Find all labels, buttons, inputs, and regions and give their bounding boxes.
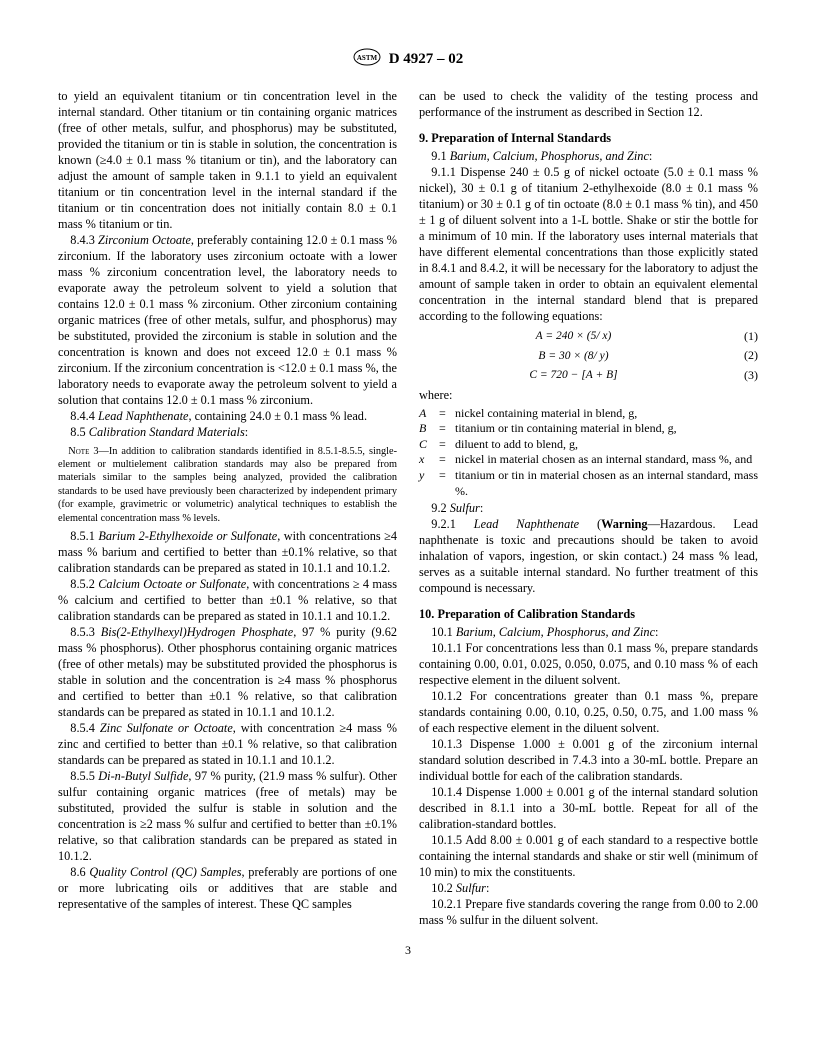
where-row-B: B=titanium or tin containing material in… [419, 421, 758, 437]
para-9-1-1: 9.1.1 Dispense 240 ± 0.5 g of nickel oct… [419, 165, 758, 325]
para-10-1-5: 10.1.5 Add 8.00 ± 0.001 g of each standa… [419, 833, 758, 881]
para-10-1-4: 10.1.4 Dispense 1.000 ± 0.001 g of the i… [419, 785, 758, 833]
page: ASTM D 4927 – 02 to yield an equivalent … [0, 0, 816, 998]
where-row-x: x=nickel in material chosen as an intern… [419, 452, 758, 468]
para-8-6-cont: can be used to check the validity of the… [419, 89, 758, 121]
para-10-2-1: 10.2.1 Prepare five standards covering t… [419, 897, 758, 929]
where-table: A=nickel containing material in blend, g… [419, 406, 758, 500]
para-9-2-1: 9.2.1 Lead Naphthenate (Warning—Hazardou… [419, 517, 758, 597]
where-row-y: y=titanium or tin in material chosen as … [419, 468, 758, 499]
page-number: 3 [58, 943, 758, 958]
para-10-1-2: 10.1.2 For concentrations greater than 0… [419, 689, 758, 737]
equation-1: A = 240 × (5/ x) (1) [419, 329, 758, 345]
equation-2: B = 30 × (8/ y) (2) [419, 348, 758, 364]
para-10-1: 10.1 Barium, Calcium, Phosphorus, and Zi… [419, 625, 758, 641]
equation-3: C = 720 − [A + B] (3) [419, 368, 758, 384]
para-8-5-1: 8.5.1 Barium 2-Ethylhexoide or Sulfonate… [58, 529, 397, 577]
para-8-5-2: 8.5.2 Calcium Octoate or Sulfonate, with… [58, 577, 397, 625]
para-8-4-3: 8.4.3 Zirconium Octoate, preferably cont… [58, 233, 397, 409]
para-9-2: 9.2 Sulfur: [419, 501, 758, 517]
para-8-5-3: 8.5.3 Bis(2-Ethylhexyl)Hydrogen Phosphat… [58, 625, 397, 721]
where-row-C: C=diluent to add to blend, g, [419, 437, 758, 453]
para-8-5-5: 8.5.5 Di-n-Butyl Sulfide, 97 % purity, (… [58, 769, 397, 865]
para-8-5: 8.5 Calibration Standard Materials: [58, 425, 397, 441]
para-8-4-4: 8.4.4 Lead Naphthenate, containing 24.0 … [58, 409, 397, 425]
where-row-A: A=nickel containing material in blend, g… [419, 406, 758, 422]
svg-text:ASTM: ASTM [357, 54, 378, 62]
para-10-1-3: 10.1.3 Dispense 1.000 ± 0.001 g of the z… [419, 737, 758, 785]
section-9-head: 9. Preparation of Internal Standards [419, 131, 758, 147]
para-9-1: 9.1 Barium, Calcium, Phosphorus, and Zin… [419, 149, 758, 165]
header-title: D 4927 – 02 [389, 51, 464, 68]
section-10-head: 10. Preparation of Calibration Standards [419, 607, 758, 623]
astm-logo-icon: ASTM [353, 48, 381, 71]
para-10-2: 10.2 Sulfur: [419, 881, 758, 897]
where-label: where: [419, 388, 758, 404]
content-columns: to yield an equivalent titanium or tin c… [58, 89, 758, 929]
para-8-6: 8.6 Quality Control (QC) Samples, prefer… [58, 865, 397, 913]
para-8-5-4: 8.5.4 Zinc Sulfonate or Octoate, with co… [58, 721, 397, 769]
page-header: ASTM D 4927 – 02 [58, 48, 758, 71]
note-3: Note 3—In addition to calibration standa… [58, 445, 397, 525]
para-10-1-1: 10.1.1 For concentrations less than 0.1 … [419, 641, 758, 689]
para-8-4-2-cont: to yield an equivalent titanium or tin c… [58, 89, 397, 233]
